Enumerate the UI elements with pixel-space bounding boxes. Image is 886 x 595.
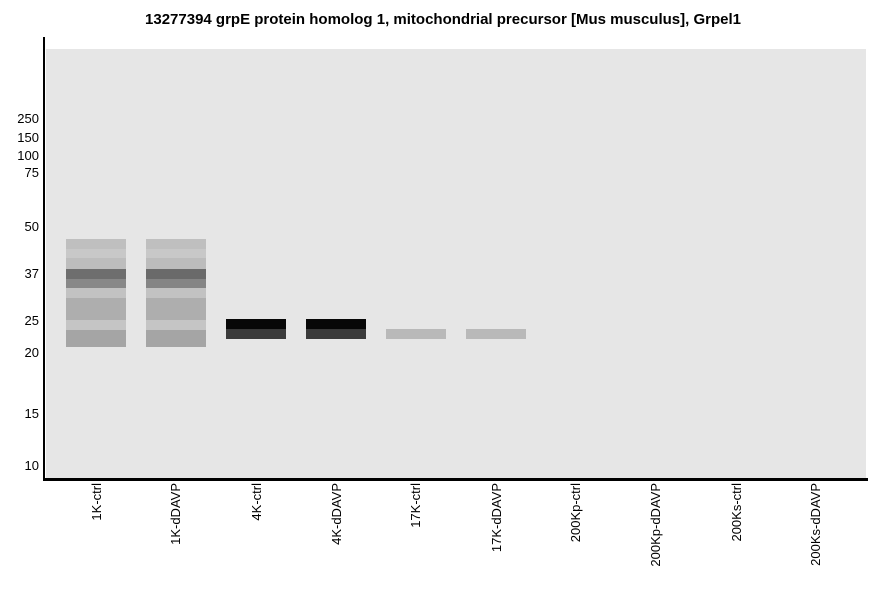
- lane-label-200Kp-ctrl: 200Kp-ctrl: [568, 483, 583, 543]
- lane-label-200Ks-dDAVP: 200Ks-dDAVP: [808, 483, 823, 566]
- y-tick-label-25: 25: [24, 313, 39, 328]
- blot-band-4K-dDAVP-25kda: [306, 319, 366, 329]
- y-tick-label-75: 75: [24, 165, 39, 180]
- lane-label-4K-ctrl: 4K-ctrl: [249, 483, 264, 521]
- blot-band-1K-ctrl-34kda: [66, 288, 126, 298]
- blot-band-1K-dDAVP-34kda: [146, 288, 206, 298]
- blot-band-1K-ctrl-25kda: [66, 320, 126, 330]
- y-tick-label-50: 50: [24, 219, 39, 234]
- blot-band-1K-ctrl-31kda: [66, 298, 126, 320]
- y-tick-label-15: 15: [24, 406, 39, 421]
- lane-label-1K-ctrl: 1K-ctrl: [89, 483, 104, 521]
- blot-band-1K-ctrl-38kda: [66, 269, 126, 279]
- blot-band-1K-dDAVP-47kda: [146, 239, 206, 249]
- y-tick-label-150: 150: [17, 130, 39, 145]
- chart-title: 13277394 grpE protein homolog 1, mitocho…: [145, 11, 741, 28]
- blot-band-1K-dDAVP-25kda: [146, 320, 206, 330]
- blot-band-17K-ctrl-24kda: [386, 329, 446, 339]
- x-axis-line: [43, 478, 868, 481]
- blot-band-4K-dDAVP-24kda: [306, 329, 366, 339]
- blot-band-1K-dDAVP-38kda: [146, 269, 206, 279]
- blot-band-1K-dDAVP-41kda: [146, 258, 206, 269]
- y-tick-label-250: 250: [17, 111, 39, 126]
- blot-band-1K-ctrl-47kda: [66, 239, 126, 249]
- blot-band-1K-ctrl-36kda: [66, 279, 126, 288]
- plot-area: [46, 49, 866, 478]
- blot-band-4K-ctrl-24kda: [226, 329, 286, 339]
- y-tick-label-100: 100: [17, 148, 39, 163]
- blot-band-1K-dDAVP-24kda: [146, 330, 206, 347]
- lane-label-4K-dDAVP: 4K-dDAVP: [329, 483, 344, 545]
- blot-band-1K-dDAVP-31kda: [146, 298, 206, 320]
- lane-label-200Ks-ctrl: 200Ks-ctrl: [729, 483, 744, 542]
- lane-label-200Kp-dDAVP: 200Kp-dDAVP: [648, 483, 663, 567]
- y-axis-line: [43, 37, 45, 481]
- blot-band-1K-dDAVP-36kda: [146, 279, 206, 288]
- lane-label-17K-dDAVP: 17K-dDAVP: [489, 483, 504, 553]
- lane-label-1K-dDAVP: 1K-dDAVP: [168, 483, 183, 545]
- y-tick-label-10: 10: [24, 458, 39, 473]
- lane-label-17K-ctrl: 17K-ctrl: [408, 483, 423, 528]
- blot-band-1K-ctrl-41kda: [66, 258, 126, 269]
- blot-band-1K-ctrl-24kda: [66, 330, 126, 347]
- blot-band-17K-dDAVP-24kda: [466, 329, 526, 339]
- blot-band-1K-ctrl-44kda: [66, 249, 126, 258]
- y-tick-label-20: 20: [24, 345, 39, 360]
- y-tick-label-37: 37: [24, 266, 39, 281]
- blot-band-4K-ctrl-25kda: [226, 319, 286, 329]
- blot-band-1K-dDAVP-44kda: [146, 249, 206, 258]
